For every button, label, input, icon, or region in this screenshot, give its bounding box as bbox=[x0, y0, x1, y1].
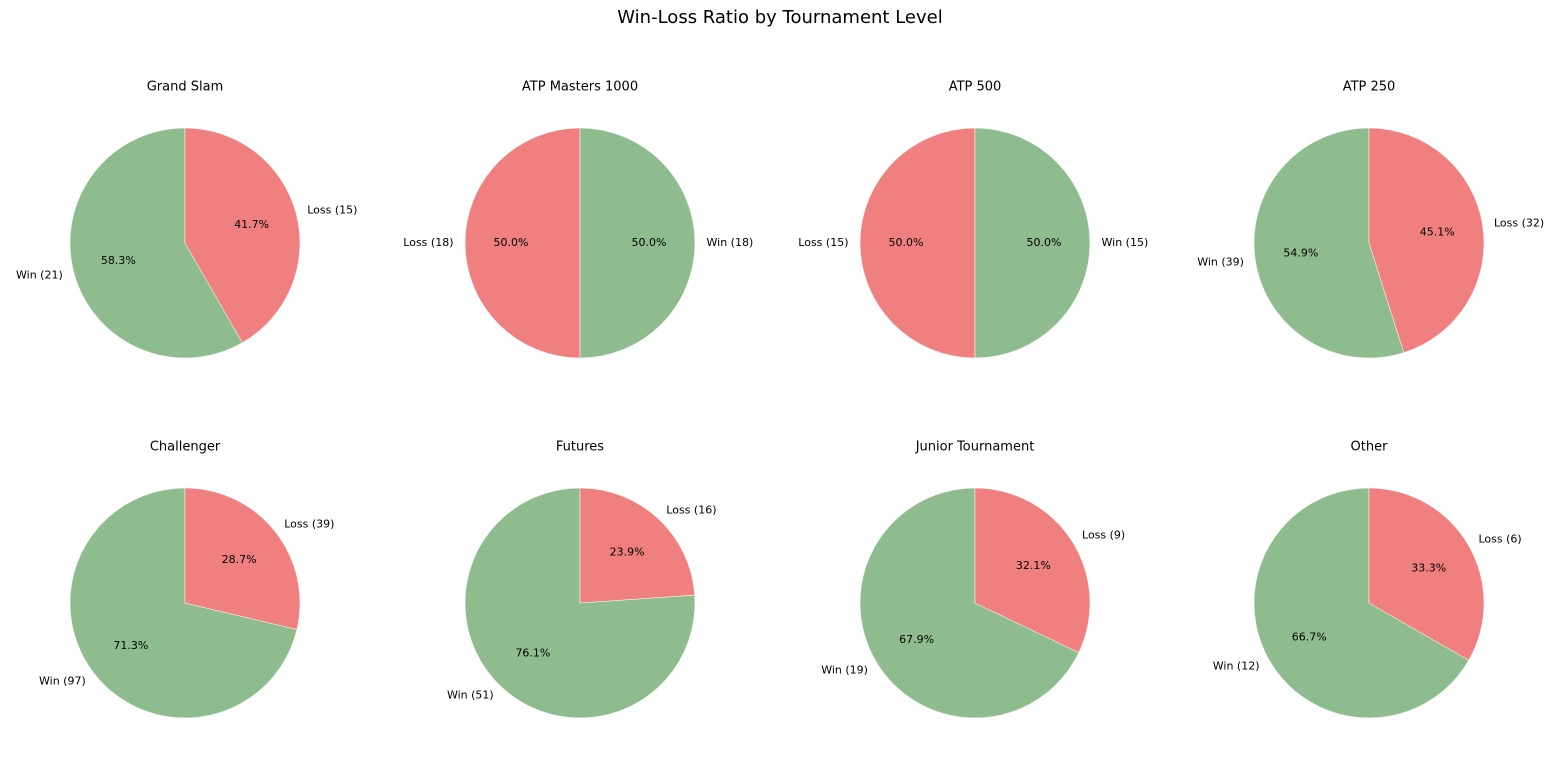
figure-title: Win-Loss Ratio by Tournament Level bbox=[617, 7, 942, 28]
percent-label: 33.3% bbox=[1411, 561, 1446, 574]
wedge bbox=[579, 127, 696, 359]
wedge bbox=[859, 487, 1080, 719]
wedge-label: Win (97) bbox=[39, 674, 86, 687]
percent-label: 23.9% bbox=[610, 546, 645, 559]
percent-label: 41.7% bbox=[234, 218, 269, 231]
wedge bbox=[974, 127, 1091, 359]
wedge bbox=[464, 127, 581, 359]
pie-title: ATP 500 bbox=[949, 80, 1002, 95]
wedge bbox=[859, 127, 976, 359]
pie-title: Futures bbox=[556, 440, 604, 455]
wedge-label: Win (19) bbox=[821, 663, 868, 676]
percent-label: 32.1% bbox=[1016, 559, 1051, 572]
wedge-label: Loss (18) bbox=[403, 236, 453, 249]
wedge bbox=[1368, 487, 1485, 661]
percent-label: 66.7% bbox=[1292, 631, 1327, 644]
percent-label: 50.0% bbox=[1027, 236, 1062, 249]
wedge bbox=[1368, 127, 1485, 353]
percent-label: 50.0% bbox=[889, 236, 924, 249]
percent-label: 58.3% bbox=[101, 254, 136, 267]
percent-label: 71.3% bbox=[113, 639, 148, 652]
wedge-label: Loss (32) bbox=[1494, 217, 1544, 230]
percent-label: 76.1% bbox=[515, 646, 550, 659]
pie-title: Challenger bbox=[150, 440, 221, 455]
percent-label: 54.9% bbox=[1283, 247, 1318, 260]
wedge-label: Win (51) bbox=[447, 688, 494, 701]
percent-label: 67.9% bbox=[899, 633, 934, 646]
pie-title: ATP 250 bbox=[1343, 80, 1396, 95]
wedge bbox=[184, 487, 301, 630]
percent-label: 50.0% bbox=[494, 236, 529, 249]
percent-label: 50.0% bbox=[632, 236, 667, 249]
wedge bbox=[1253, 127, 1405, 359]
wedge-label: Win (18) bbox=[707, 236, 754, 249]
percent-label: 45.1% bbox=[1420, 225, 1455, 238]
wedge-label: Loss (15) bbox=[307, 203, 357, 216]
wedge-label: Win (15) bbox=[1102, 236, 1149, 249]
pie-title: Junior Tournament bbox=[915, 440, 1035, 455]
wedge-label: Loss (39) bbox=[284, 518, 334, 531]
wedge bbox=[464, 487, 696, 719]
wedge bbox=[1253, 487, 1470, 719]
wedge-label: Loss (9) bbox=[1082, 529, 1125, 542]
wedge-label: Win (21) bbox=[16, 269, 63, 282]
wedge-label: Loss (16) bbox=[666, 504, 716, 517]
pie-title: Grand Slam bbox=[147, 80, 224, 95]
pie-title: ATP Masters 1000 bbox=[522, 80, 638, 95]
wedge-label: Win (12) bbox=[1213, 659, 1260, 672]
wedge-label: Win (39) bbox=[1197, 255, 1244, 268]
percent-label: 28.7% bbox=[222, 553, 257, 566]
wedge bbox=[69, 487, 298, 719]
wedge bbox=[184, 127, 301, 344]
wedge-label: Loss (6) bbox=[1478, 533, 1521, 546]
wedge bbox=[974, 487, 1091, 653]
pie-title: Other bbox=[1351, 440, 1389, 455]
wedge bbox=[579, 487, 695, 604]
wedge bbox=[69, 127, 243, 359]
wedge-label: Loss (15) bbox=[798, 236, 848, 249]
